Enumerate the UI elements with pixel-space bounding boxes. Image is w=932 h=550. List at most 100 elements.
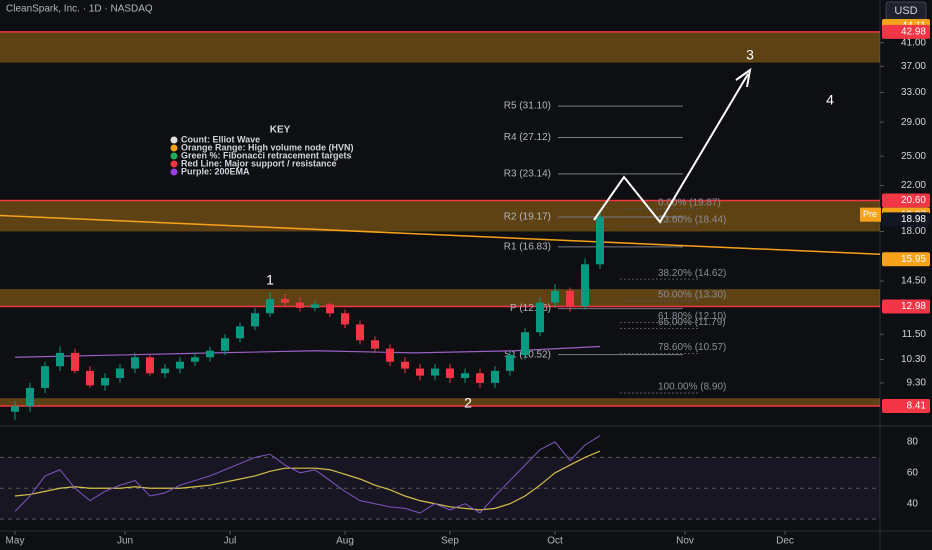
price-badge xyxy=(882,212,930,227)
y-tick-label: 14.50 xyxy=(901,276,926,287)
price-badge xyxy=(882,193,930,208)
y-tick-label: 11.50 xyxy=(902,329,927,340)
candle-body xyxy=(56,352,64,367)
candle-body xyxy=(461,373,469,379)
candle-body xyxy=(536,302,544,333)
key-label: Orange Range: High volume node (HVN) xyxy=(181,142,354,152)
fib-label: 78.60% (10.57) xyxy=(658,342,726,353)
candle-body xyxy=(326,304,334,314)
candle-body xyxy=(566,290,574,307)
candle-body xyxy=(161,368,169,374)
candle-body xyxy=(41,366,49,388)
projection-path xyxy=(593,73,749,224)
candle-body xyxy=(386,348,394,362)
price-badge-label: 15.95 xyxy=(901,254,926,265)
price-badge xyxy=(882,398,930,413)
candle-body xyxy=(311,304,319,308)
symbol-title: CleanSpark, Inc. · 1D · NASDAQ xyxy=(6,4,153,15)
candle-body xyxy=(356,324,364,341)
y-tick-label: 25.00 xyxy=(901,151,926,162)
key-dot xyxy=(170,160,178,168)
key-dot xyxy=(170,168,178,176)
candle-body xyxy=(101,378,109,386)
candle-body xyxy=(446,368,454,379)
candle-body xyxy=(476,373,484,383)
y-tick-label: 37.00 xyxy=(901,61,926,72)
pivot-label: R1 (16.83) xyxy=(504,242,551,253)
price-badge xyxy=(882,252,930,267)
candle-body xyxy=(581,264,589,307)
candle-body xyxy=(176,361,184,369)
y-tick-label: 29.00 xyxy=(901,117,926,128)
candle-body xyxy=(401,361,409,369)
candle-body xyxy=(521,332,529,356)
candle-body xyxy=(11,406,19,412)
hvn-zone xyxy=(0,398,880,406)
key-dot xyxy=(170,136,178,144)
candle-body xyxy=(26,387,34,407)
candle-body xyxy=(281,299,289,303)
hvn-zone xyxy=(0,289,880,307)
fib-label: 23.60% (18.44) xyxy=(658,215,726,226)
candle-body xyxy=(146,357,154,374)
candle-body xyxy=(191,357,199,362)
candle-body xyxy=(236,326,244,339)
price-badge-label: 20.60 xyxy=(901,195,926,206)
y-tick-label: 10.30 xyxy=(901,354,926,365)
currency[interactable]: USD xyxy=(894,5,917,17)
wave-label: 3 xyxy=(746,47,754,63)
key-label: Red Line: Major support / resistance xyxy=(181,158,337,168)
wave-label: 4 xyxy=(826,92,834,108)
candle-body xyxy=(206,350,214,358)
x-tick-label: Oct xyxy=(547,536,563,547)
pivot-label: R3 (23.14) xyxy=(504,169,551,180)
x-tick-label: May xyxy=(6,536,25,547)
candle-body xyxy=(296,302,304,308)
rsi-tick-label: 40 xyxy=(907,498,919,509)
candle-body xyxy=(131,357,139,369)
pre-label: Pre xyxy=(863,209,877,219)
key-title: KEY xyxy=(270,125,291,136)
rsi-tick-label: 60 xyxy=(907,467,919,478)
key-label: Purple: 200EMA xyxy=(181,166,250,176)
key-label: Count: Elliot Wave xyxy=(181,134,260,144)
candle-body xyxy=(71,352,79,371)
pivot-label: R4 (27.12) xyxy=(504,132,551,143)
candle-body xyxy=(266,299,274,314)
rsi-line xyxy=(14,435,601,514)
pivot-label: P (12.86) xyxy=(510,303,551,314)
fib-label: 0.00% (19.87) xyxy=(658,197,721,208)
candle-body xyxy=(551,290,559,303)
fib-label: 65.00% (11.79) xyxy=(658,317,726,328)
wave-label: 1 xyxy=(266,272,274,288)
candle-body xyxy=(116,368,124,379)
rsi-tick-label: 80 xyxy=(907,437,919,448)
candle-body xyxy=(416,368,424,376)
key-dot xyxy=(170,144,178,152)
x-tick-label: Dec xyxy=(776,536,794,547)
fib-label: 61.80% (12.10) xyxy=(658,311,726,322)
y-tick-label: 18.00 xyxy=(901,226,926,237)
pre-badge xyxy=(860,207,881,222)
key-dot xyxy=(170,152,178,160)
candle-body xyxy=(506,355,514,371)
candle-body xyxy=(431,368,439,376)
wave-label: 2 xyxy=(464,395,472,411)
candle-body xyxy=(491,370,499,383)
price-badge-label: 12.98 xyxy=(901,301,926,312)
candle-body xyxy=(86,370,94,386)
fib-label: 38.20% (14.62) xyxy=(658,268,726,279)
candle-body xyxy=(341,313,349,325)
y-tick-label: 33.00 xyxy=(901,87,926,98)
price-badge xyxy=(882,24,930,39)
y-tick-label: 41.00 xyxy=(901,37,926,48)
fib-label: 50.00% (13.30) xyxy=(658,290,726,301)
pivot-label: R2 (19.17) xyxy=(504,212,551,223)
pivot-label: R5 (31.10) xyxy=(504,101,551,112)
hvn-zone xyxy=(0,31,880,63)
fib-label: 100.00% (8.90) xyxy=(658,382,726,393)
key-label: Green %: Fibonacci retracement targets xyxy=(181,150,352,160)
candle-body xyxy=(251,313,259,327)
